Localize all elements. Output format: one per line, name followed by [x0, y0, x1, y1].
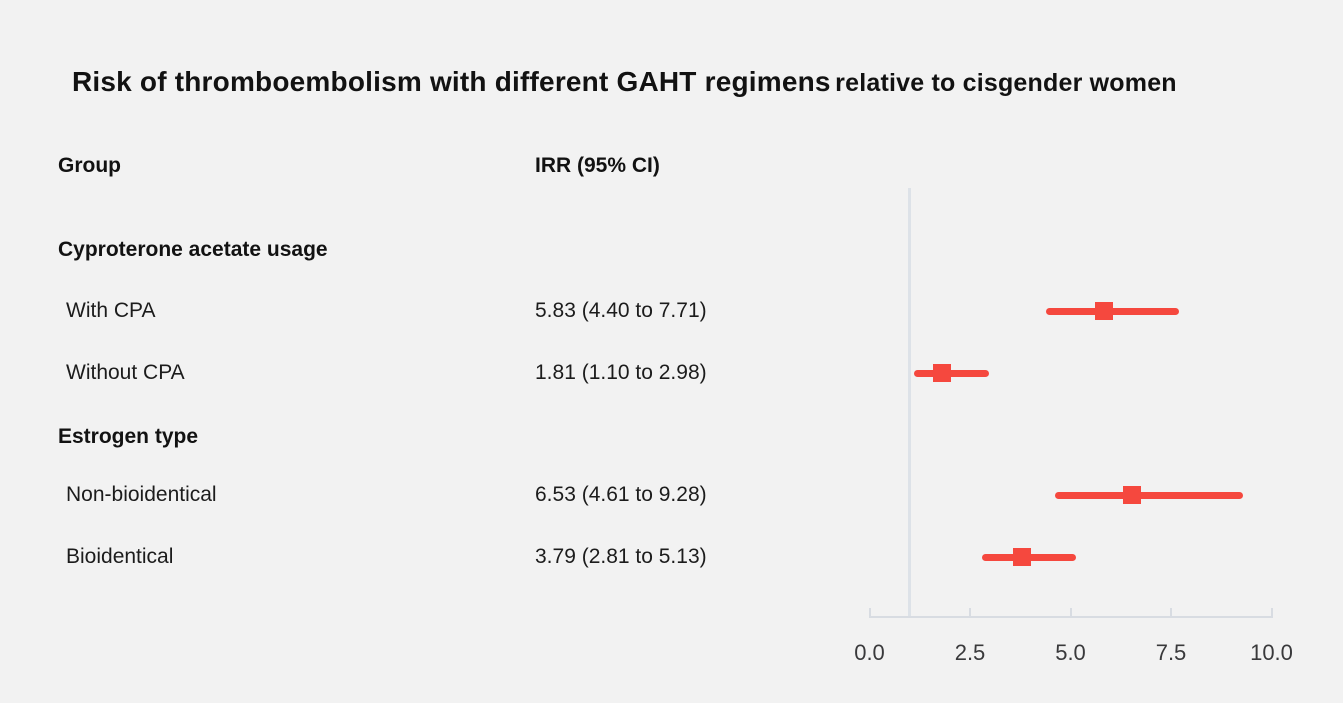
row-label: Bioidentical	[66, 545, 174, 568]
x-axis-line	[868, 616, 1273, 618]
x-axis-tick-label: 7.5	[1155, 640, 1187, 665]
x-axis-tick	[868, 608, 871, 616]
row-irr-value: 6.53 (4.61 to 9.28)	[535, 483, 707, 506]
point-estimate-marker	[933, 364, 952, 382]
reference-line	[908, 188, 912, 618]
x-axis-tick	[969, 608, 971, 616]
x-axis-tick-label: 10.0	[1250, 640, 1293, 665]
ci-interval-bar	[1054, 491, 1243, 499]
column-header-irr: IRR (95% CI)	[535, 154, 660, 177]
x-axis-tick	[1170, 608, 1172, 616]
point-estimate-marker	[1012, 548, 1031, 566]
x-axis-tick	[1270, 608, 1273, 616]
column-header-group: Group	[58, 154, 121, 177]
row-label: Non-bioidentical	[66, 483, 217, 506]
row-label: With CPA	[66, 299, 156, 322]
x-axis-tick-label: 0.0	[854, 640, 885, 665]
x-axis-tick	[1069, 608, 1072, 616]
ci-interval-bar	[1046, 307, 1180, 315]
point-estimate-marker	[1094, 302, 1113, 320]
row-label: Without CPA	[66, 361, 185, 384]
chart-title-main: Risk of thromboembolism with different G…	[72, 66, 831, 97]
section-label: Cyproterone acetate usage	[58, 238, 328, 261]
section-label: Estrogen type	[58, 425, 199, 448]
chart-title-sub: relative to cisgender women	[835, 69, 1177, 97]
x-axis-tick-label: 5.0	[1055, 640, 1086, 665]
row-irr-value: 5.83 (4.40 to 7.71)	[535, 299, 707, 322]
row-irr-value: 3.79 (2.81 to 5.13)	[535, 545, 707, 568]
ci-interval-bar	[913, 369, 990, 377]
row-irr-value: 1.81 (1.10 to 2.98)	[535, 361, 707, 384]
point-estimate-marker	[1123, 486, 1141, 504]
chart-title: Risk of thromboembolism with different G…	[72, 66, 1177, 98]
x-axis-tick-label: 2.5	[954, 640, 986, 665]
